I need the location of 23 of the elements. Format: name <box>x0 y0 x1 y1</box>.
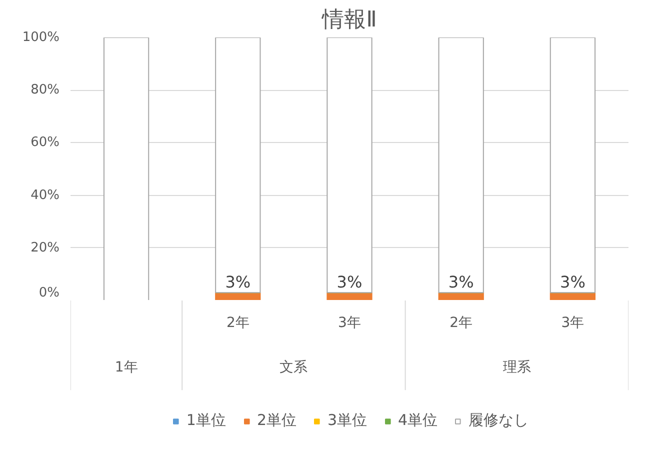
x-tick-label: 2年 <box>450 314 473 331</box>
text: 文系 <box>280 360 308 376</box>
chart-title: 情報Ⅱ <box>321 8 377 32</box>
legend-label: 2単位 <box>256 411 296 430</box>
y-tick-label: 60% <box>30 135 60 150</box>
y-tick-label: 40% <box>30 188 60 203</box>
y-tick-label: 20% <box>30 240 60 256</box>
legend-label: 履修なし <box>468 411 529 430</box>
data-label: 3% <box>448 272 474 292</box>
text: 1年 <box>114 360 138 376</box>
data-label: 3% <box>560 272 586 292</box>
y-tick-label: 80% <box>30 82 60 98</box>
y-tick-label: 100% <box>22 30 60 45</box>
x-tick-label: 2年 <box>226 314 250 331</box>
legend-label: 1単位 <box>186 411 226 430</box>
data-label: 3% <box>336 272 362 292</box>
y-tick-label: 0% <box>38 286 60 300</box>
text: 理系 <box>502 360 531 376</box>
legend-label: 4単位 <box>398 411 438 430</box>
x-tick-label: 3年 <box>561 314 584 331</box>
data-label: 3% <box>225 272 251 292</box>
x-tick-label: 3年 <box>338 314 361 331</box>
legend-label: 3単位 <box>328 411 368 430</box>
